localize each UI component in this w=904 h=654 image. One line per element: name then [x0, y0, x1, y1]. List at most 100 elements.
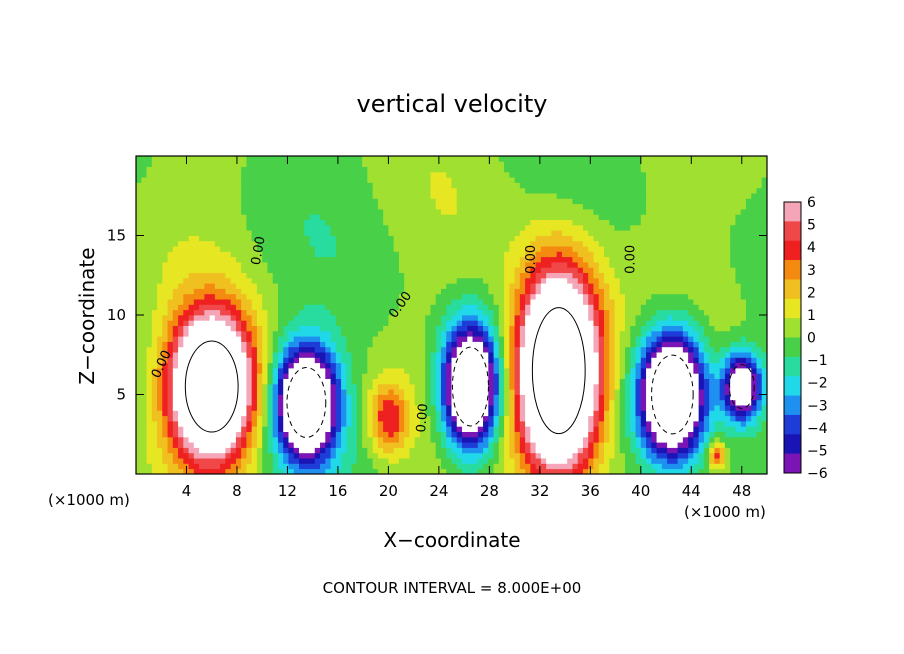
- heatmap-cell: [493, 240, 500, 247]
- heatmap-cell: [519, 389, 526, 395]
- heatmap-cell: [288, 330, 295, 337]
- heatmap-cell: [535, 383, 542, 390]
- heatmap-cell: [430, 394, 437, 401]
- heatmap-cell: [356, 246, 363, 252]
- heatmap-cell: [404, 336, 410, 342]
- heatmap-cell: [425, 166, 431, 173]
- heatmap-cell: [540, 166, 547, 173]
- heatmap-cell: [209, 214, 216, 220]
- heatmap-cell: [377, 346, 384, 353]
- heatmap-cell: [251, 209, 258, 215]
- heatmap-cell: [230, 442, 237, 448]
- heatmap-cell: [435, 209, 442, 215]
- heatmap-cell: [162, 230, 168, 236]
- heatmap-cell: [204, 288, 211, 295]
- heatmap-cell: [320, 394, 326, 401]
- heatmap-cell: [304, 394, 310, 401]
- heatmap-cell: [488, 315, 494, 321]
- heatmap-cell: [188, 198, 195, 205]
- heatmap-cell: [214, 383, 221, 390]
- heatmap-cell: [393, 214, 400, 220]
- heatmap-cell: [483, 410, 489, 417]
- heatmap-cell: [157, 330, 163, 337]
- heatmap-cell: [556, 214, 563, 220]
- heatmap-cell: [299, 421, 305, 427]
- heatmap-cell: [467, 251, 473, 258]
- heatmap-cell: [388, 272, 395, 279]
- heatmap-cell: [435, 378, 442, 385]
- heatmap-cell: [251, 463, 258, 470]
- heatmap-cell: [546, 161, 552, 167]
- heatmap-cell: [214, 405, 221, 411]
- heatmap-cell: [283, 171, 289, 178]
- heatmap-cell: [235, 230, 242, 236]
- heatmap-cell: [483, 341, 489, 348]
- heatmap-cell: [519, 373, 526, 379]
- heatmap-cell: [251, 436, 258, 443]
- heatmap-cell: [320, 224, 326, 231]
- heatmap-cell: [314, 177, 321, 183]
- heatmap-cell: [256, 389, 263, 395]
- heatmap-cell: [435, 373, 442, 379]
- heatmap-cell: [467, 277, 473, 284]
- heatmap-cell: [451, 394, 458, 401]
- heatmap-cell: [199, 394, 205, 401]
- heatmap-cell: [157, 405, 163, 411]
- heatmap-cell: [509, 315, 515, 321]
- heatmap-cell: [467, 187, 473, 194]
- heatmap-cell: [304, 309, 310, 316]
- heatmap-cell: [267, 458, 274, 464]
- heatmap-cell: [246, 283, 253, 289]
- heatmap-cell: [183, 442, 189, 448]
- heatmap-cell: [251, 177, 258, 183]
- heatmap-cell: [488, 198, 494, 205]
- heatmap-cell: [246, 383, 253, 390]
- heatmap-cell: [235, 352, 242, 358]
- heatmap-cell: [272, 436, 279, 443]
- heatmap-cell: [330, 235, 337, 242]
- heatmap-cell: [209, 288, 216, 295]
- heatmap-cell: [551, 357, 558, 364]
- heatmap-cell: [256, 267, 263, 273]
- heatmap-cell: [293, 299, 300, 305]
- heatmap-cell: [567, 288, 573, 295]
- heatmap-cell: [220, 431, 226, 438]
- heatmap-cell: [151, 272, 158, 279]
- heatmap-cell: [430, 309, 437, 316]
- heatmap-cell: [230, 182, 237, 189]
- heatmap-cell: [314, 203, 321, 210]
- heatmap-cell: [209, 362, 216, 369]
- heatmap-cell: [272, 389, 279, 395]
- heatmap-cell: [356, 447, 363, 454]
- heatmap-cell: [151, 405, 158, 411]
- heatmap-cell: [530, 389, 537, 395]
- heatmap-cell: [414, 166, 421, 173]
- heatmap-cell: [199, 346, 205, 353]
- heatmap-cell: [530, 431, 537, 438]
- heatmap-cell: [351, 235, 358, 242]
- heatmap-cell: [241, 203, 247, 210]
- heatmap-cell: [472, 161, 479, 167]
- heatmap-cell: [530, 161, 537, 167]
- heatmap-cell: [430, 214, 437, 220]
- heatmap-cell: [561, 187, 568, 194]
- heatmap-cell: [419, 235, 426, 242]
- heatmap-cell: [304, 267, 310, 273]
- heatmap-cell: [309, 362, 316, 369]
- heatmap-cell: [314, 368, 321, 374]
- heatmap-cell: [172, 426, 179, 432]
- heatmap-cell: [246, 421, 253, 427]
- heatmap-cell: [509, 224, 515, 231]
- heatmap-cell: [446, 171, 452, 178]
- heatmap-cell: [141, 246, 147, 252]
- heatmap-cell: [504, 442, 510, 448]
- heatmap-cell: [304, 442, 310, 448]
- heatmap-cell: [136, 193, 142, 199]
- heatmap-cell: [272, 246, 279, 252]
- heatmap-cell: [136, 315, 142, 321]
- heatmap-cell: [472, 246, 479, 252]
- heatmap-cell: [267, 171, 274, 178]
- heatmap-cell: [288, 182, 295, 189]
- heatmap-cell: [504, 240, 510, 247]
- heatmap-cell: [299, 368, 305, 374]
